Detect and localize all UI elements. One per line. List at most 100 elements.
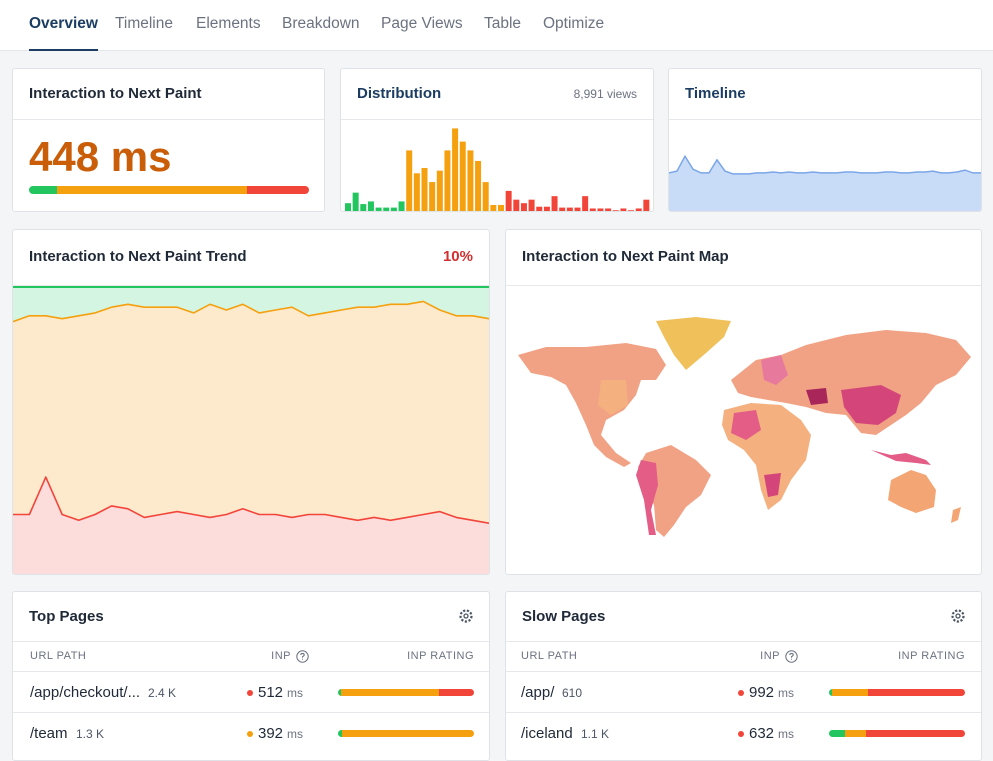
view-count: 610 [562,686,583,700]
url-path: /team [30,725,68,742]
column-header: INP [760,650,780,662]
inp-unit: ms [287,686,303,700]
trend-chart [13,286,489,574]
card-header: Interaction to Next Paint Trend 10% [13,230,489,286]
card-header: Distribution 8,991 views [341,69,653,120]
histogram-bar [452,128,459,211]
histogram-bar [436,170,443,211]
tab[interactable]: Overview [29,15,98,51]
help-circle [296,650,309,663]
histogram-bar [498,204,504,211]
help-icon [785,650,798,663]
rating-segment [868,689,965,696]
slow-pages-card: Slow Pages URL PATH INP INP RATING/app/610 9… [505,591,982,761]
rating-segment [831,689,869,696]
map-card: Interaction to Next Paint Map [505,229,982,575]
histogram-bar [406,150,413,211]
card-title: Interaction to Next Paint Trend [29,248,247,265]
tab[interactable]: Breakdown [282,15,360,32]
help-mark [789,652,794,660]
card-title: Slow Pages [522,608,606,625]
rating-segment [57,186,248,194]
region [764,473,781,497]
gear-teeth [951,609,965,623]
timeline-area [669,156,981,211]
histogram-bar [574,207,581,211]
url-path: /iceland [521,725,573,742]
region [636,460,658,535]
tab-bar: Overview Timeline Elements Breakdown Page Vi… [0,0,993,51]
region [598,380,628,415]
rating-segment [29,186,57,194]
histogram-bar [505,190,512,211]
histogram-bar [360,204,367,211]
histogram-bar [390,207,397,211]
column-header: URL PATH [521,650,578,662]
inp-unit: ms [778,727,794,741]
table-row[interactable]: /iceland 1.1 K 632 ms [506,712,981,754]
column-header: INP RATING [898,650,965,662]
trend-line [13,300,489,323]
tab[interactable]: Optimize [543,15,605,32]
gear-hole [955,613,961,619]
table-row[interactable]: /app/610 992 ms [506,671,981,713]
histogram-bar [367,201,374,211]
histogram-bar [421,168,428,211]
tab[interactable]: Page Views [381,15,463,32]
timeline-card: Timeline [668,68,982,212]
rating-segment [829,689,832,696]
status-dot [738,731,744,737]
top-pages-card: Top Pages URL PATH INP INP RATING/app/check… [12,591,490,761]
histogram-bar [375,207,382,211]
settings-icon[interactable] [459,609,473,623]
settings-icon[interactable] [951,609,965,623]
histogram-bar [559,207,566,211]
trend-area [13,301,489,574]
views-count: 8,991 views [573,87,637,101]
gear-teeth [459,609,473,623]
inp-unit: ms [287,727,303,741]
column-header: INP RATING [407,650,474,662]
card-header: Interaction to Next Paint [13,69,324,120]
region [841,385,901,425]
table-row[interactable]: /team 1.3 K 392 ms [13,712,489,754]
histogram-bar [628,210,635,211]
card-title: Interaction to Next Paint Map [522,248,729,265]
table-row[interactable]: /app/checkout/... 2.4 K 512 ms [13,671,489,713]
histogram-bar [475,160,482,211]
rating-bar [829,689,965,696]
region [806,388,828,405]
inp-value: 632 [749,725,775,742]
histogram-bar [589,208,596,211]
region [951,507,961,523]
histogram-bar [429,182,436,211]
rating-segment [340,689,439,696]
histogram-bar [520,203,527,211]
status-dot [738,690,744,696]
help-circle [785,650,798,663]
card-title[interactable]: Timeline [685,85,746,102]
histogram-bar [513,199,520,211]
rating-bar [338,730,474,737]
histogram-bar [543,206,550,211]
tab[interactable]: Elements [196,15,261,32]
north-america [518,343,666,467]
tab[interactable]: Timeline [115,15,173,32]
rating-segment [247,186,309,194]
card-header: Timeline [669,69,981,120]
histogram-bar [597,208,604,211]
tab[interactable]: Table [484,15,522,32]
histogram-bar [467,150,474,211]
histogram-bar [482,182,489,211]
histogram-bar [551,196,558,211]
histogram-bar [413,173,420,211]
card-title: Top Pages [29,608,104,625]
timeline-line [669,154,981,175]
trend-line [13,476,489,524]
histogram-bar [383,207,390,211]
view-count: 1.1 K [581,727,610,741]
card-title[interactable]: Distribution [357,85,442,102]
view-count: 2.4 K [148,686,177,700]
histogram-bar [605,208,612,211]
view-count: 1.3 K [76,727,105,741]
